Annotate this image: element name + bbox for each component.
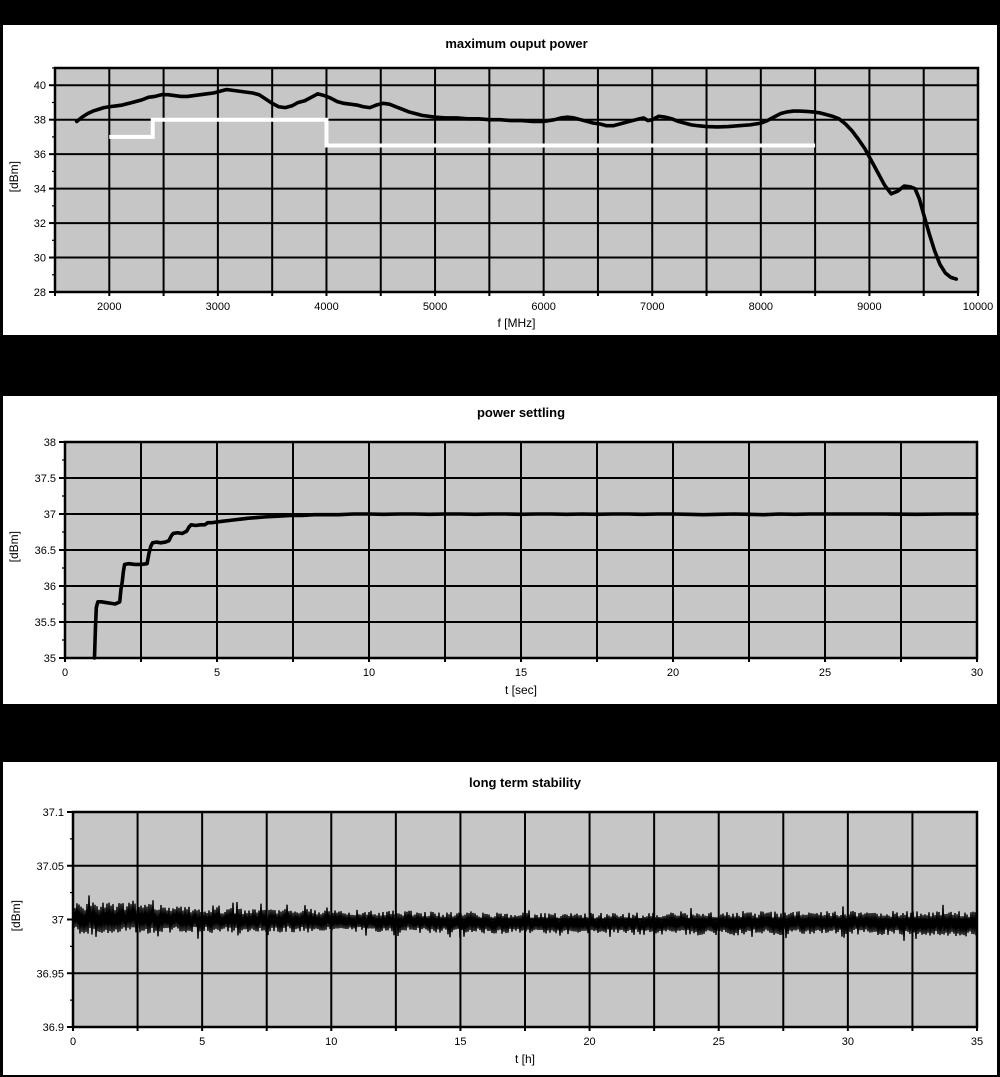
chart-title: power settling: [476, 405, 566, 420]
x-tick-label: 15: [454, 1036, 466, 1048]
power-settling-chart: 35 35.5 36 36.5 37 37.5 38 0 5 10 15 20 25 30: [35, 437, 984, 679]
chart-title: maximum ouput power: [445, 36, 588, 51]
plot-border: [53, 66, 980, 294]
y-tick-label: 36.95: [36, 968, 64, 980]
x-tick-label: 30: [842, 1036, 854, 1048]
data-series-line: [74, 87, 959, 281]
y-tick-label: 36: [34, 149, 46, 161]
x-tick-label: 25: [713, 1036, 725, 1048]
y-tick-label: 32: [34, 218, 46, 230]
max-output-power-chart: 28 30 32 34 36 38 40 2000 3000 4000 5000 6000 7000 80…: [34, 66, 994, 313]
data-series-line: [92, 512, 979, 660]
y-tick-label: 34: [34, 184, 46, 196]
x-tick-label: 30: [971, 667, 983, 679]
x-tick-label: 5: [214, 667, 220, 679]
x-tick-label: 35: [971, 1036, 983, 1048]
x-tick-label: 6000: [531, 301, 555, 313]
x-tick-label: 20: [667, 667, 679, 679]
y-tick-label: 37.1: [43, 807, 64, 819]
y-tick-label: 36.5: [35, 545, 56, 557]
long-term-stability-chart: 36.9 36.95 37 37.05 37.1 0 5 10 15 20 25 30 35: [36, 807, 983, 1048]
y-tick-label: 37: [52, 915, 64, 927]
x-tick-label: 3000: [206, 301, 230, 313]
x-tick-label: 15: [515, 667, 527, 679]
x-tick-label: 10000: [963, 301, 994, 313]
x-axis-label: f [MHz]: [497, 316, 536, 330]
x-tick-label: 5: [199, 1036, 205, 1048]
x-tick-label: 10: [363, 667, 375, 679]
y-tick-label: 36.9: [43, 1022, 64, 1034]
y-tick-label: 36: [44, 581, 56, 593]
chart-panel-power-settling: power settling [dBm] 35 35.5 36 36.5 37 37.5 3…: [3, 396, 997, 704]
y-tick-label: 35.5: [35, 617, 56, 629]
noise-band-trace: [72, 895, 978, 941]
x-axis-label: t [sec]: [504, 683, 537, 697]
chart-panel-max-output-power: maximum ouput power [dBm] 28 30 32 34 36 38 40…: [3, 25, 997, 335]
y-tick-label: 28: [34, 287, 46, 299]
x-tick-label: 20: [583, 1036, 595, 1048]
x-tick-label: 2000: [97, 301, 121, 313]
y-tick-label: 40: [34, 80, 46, 92]
x-tick-label: 25: [819, 667, 831, 679]
x-tick-label: 8000: [749, 301, 773, 313]
limit-line: [109, 117, 816, 148]
y-tick-label: 38: [44, 437, 56, 449]
y-tick-label: 37.5: [35, 473, 56, 485]
x-tick-label: 0: [70, 1036, 76, 1048]
y-tick-label: 37.05: [36, 861, 64, 873]
x-tick-label: 0: [62, 667, 68, 679]
x-tick-label: 10: [325, 1036, 337, 1048]
y-tick-label: 35: [44, 653, 56, 665]
x-tick-label: 9000: [857, 301, 881, 313]
y-tick-label: 38: [34, 115, 46, 127]
x-tick-label: 7000: [640, 301, 664, 313]
y-tick-label: 30: [34, 253, 46, 265]
chart-panel-long-term-stability: long term stability [dBm] 36.9 36.95 37 37.…: [3, 762, 997, 1075]
y-tick-label: 37: [44, 509, 56, 521]
x-tick-label: 4000: [314, 301, 338, 313]
x-axis-label: t [h]: [514, 1052, 535, 1066]
plot-border: [63, 440, 979, 660]
x-tick-label: 5000: [423, 301, 447, 313]
plot-area: [55, 68, 978, 292]
chart-title: long term stability: [469, 775, 581, 790]
